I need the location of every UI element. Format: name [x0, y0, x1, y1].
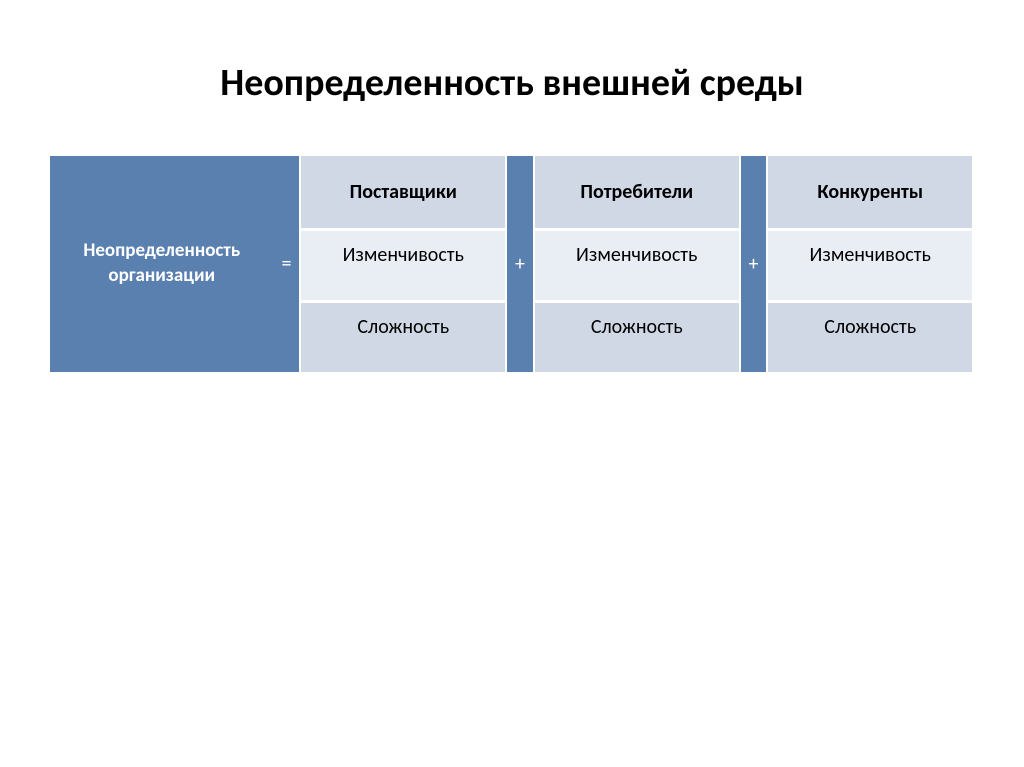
factor-col-2: Потребители Изменчивость Сложность	[533, 156, 741, 372]
operator-plus-1: +	[507, 156, 533, 372]
operator-equals: =	[274, 156, 300, 372]
factor-3-row1: Изменчивость	[766, 228, 974, 300]
factor-1-row2: Сложность	[299, 300, 507, 372]
factor-2-header: Потребители	[533, 156, 741, 228]
operator-plus-2: +	[741, 156, 767, 372]
factor-1-row1: Изменчивость	[299, 228, 507, 300]
factor-1-header: Поставщики	[299, 156, 507, 228]
left-block: Неопределенность организации	[50, 156, 274, 372]
slide-title: Неопределенность внешней среды	[40, 60, 984, 106]
factor-2-row1: Изменчивость	[533, 228, 741, 300]
factor-3-row2: Сложность	[766, 300, 974, 372]
factor-3-header: Конкуренты	[766, 156, 974, 228]
slide-container: Неопределенность внешней среды Неопредел…	[0, 0, 1024, 767]
factor-col-1: Поставщики Изменчивость Сложность	[299, 156, 507, 372]
factor-2-row2: Сложность	[533, 300, 741, 372]
formula-diagram: Неопределенность организации = Поставщик…	[50, 156, 974, 372]
factor-col-3: Конкуренты Изменчивость Сложность	[766, 156, 974, 372]
